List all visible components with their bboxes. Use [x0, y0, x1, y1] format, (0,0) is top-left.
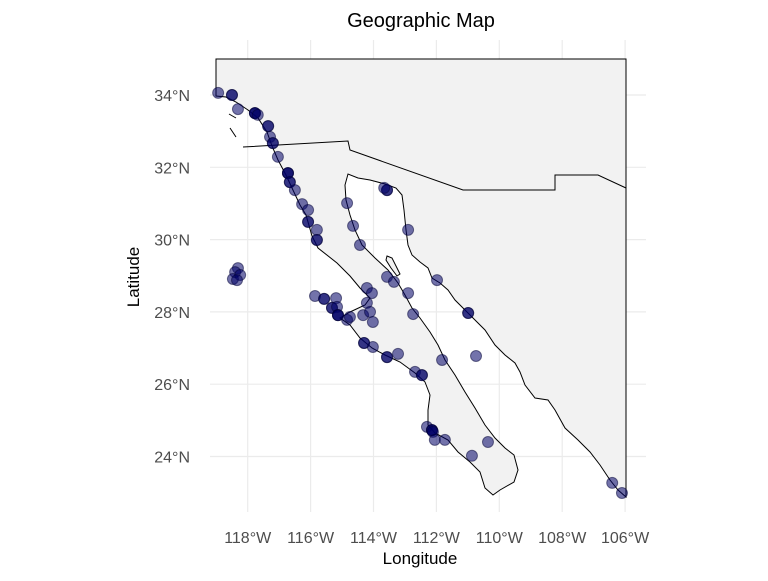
y-tick-label: 30°N — [154, 233, 190, 250]
data-point — [387, 275, 400, 288]
data-point — [481, 436, 494, 449]
land-polygon — [215, 58, 627, 499]
country-border — [242, 140, 627, 191]
x-tick-label: 106°W — [601, 530, 650, 547]
data-point — [266, 137, 279, 150]
data-point — [462, 306, 475, 319]
data-point — [615, 487, 628, 500]
data-point — [431, 274, 444, 287]
y-tick-label: 34°N — [154, 88, 190, 105]
data-point — [251, 108, 264, 121]
y-tick-label: 28°N — [154, 305, 190, 322]
data-point — [364, 305, 377, 318]
x-axis-ticks: 118°W 116°W 114°W 112°W 110°W 108°W 106°W — [224, 530, 650, 547]
data-point — [341, 197, 354, 210]
y-axis-label: Latitude — [124, 247, 143, 308]
data-point — [436, 353, 449, 366]
data-point — [212, 86, 225, 99]
x-tick-label: 116°W — [287, 530, 335, 547]
data-point — [302, 203, 315, 216]
data-point — [310, 223, 323, 236]
data-point — [353, 239, 366, 252]
y-tick-label: 24°N — [154, 450, 190, 467]
x-tick-label: 110°W — [476, 530, 524, 547]
data-point — [231, 103, 244, 116]
x-tick-label: 118°W — [224, 530, 272, 547]
data-point — [428, 433, 441, 446]
island-outline — [228, 113, 237, 138]
data-point — [392, 347, 405, 360]
data-point — [606, 476, 619, 489]
data-point — [262, 120, 275, 133]
data-point — [318, 292, 331, 305]
data-point — [231, 274, 244, 287]
chart-title: Geographic Map — [347, 10, 495, 32]
x-tick-label: 112°W — [413, 530, 461, 547]
x-tick-label: 114°W — [350, 530, 398, 547]
data-point — [381, 351, 394, 364]
y-tick-label: 32°N — [154, 160, 190, 177]
x-axis-label: Longitude — [383, 549, 458, 568]
data-point — [366, 316, 379, 329]
data-point — [310, 233, 323, 246]
data-point — [366, 340, 379, 353]
data-point — [302, 215, 315, 228]
data-point — [438, 433, 451, 446]
data-point — [470, 350, 483, 363]
y-tick-label: 26°N — [154, 377, 190, 394]
data-point — [225, 89, 238, 101]
data-point — [407, 308, 420, 321]
data-point — [402, 223, 415, 236]
x-tick-label: 108°W — [538, 530, 587, 547]
data-point — [415, 369, 428, 382]
data-point — [402, 287, 415, 300]
data-point — [271, 150, 284, 163]
points-layer — [212, 86, 628, 500]
data-point — [378, 181, 391, 194]
data-point — [365, 287, 378, 300]
island-outline — [385, 255, 401, 277]
data-point — [343, 310, 356, 323]
data-point — [465, 449, 478, 462]
data-point — [347, 219, 360, 232]
data-point — [288, 184, 301, 197]
y-axis-ticks: 24°N 26°N 28°N 30°N 32°N 34°N — [154, 88, 190, 467]
